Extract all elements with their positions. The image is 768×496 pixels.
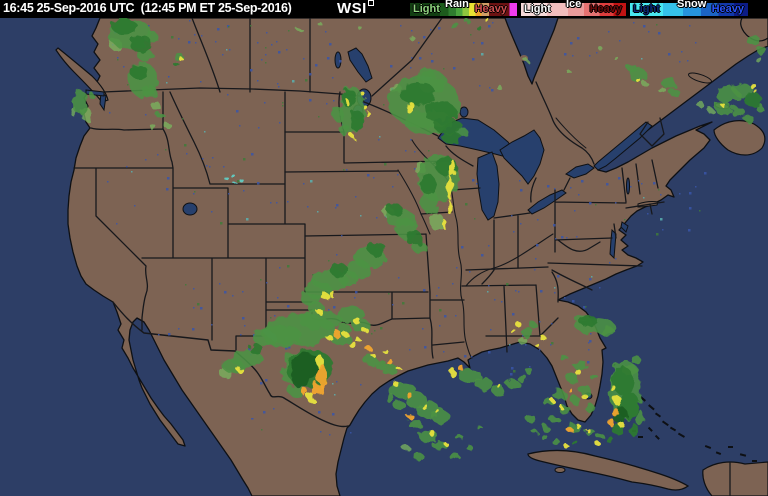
bahamas-islands [632,396,757,462]
radar-map [0,18,768,496]
nova-scotia [713,120,766,156]
lake-huron [499,129,545,185]
lake-winnipeg [347,47,373,83]
cuba [527,449,690,491]
isle-of-youth [554,467,566,473]
wsi-logo: WSI [337,0,374,17]
legend-ice-light-label: Light [524,3,551,15]
state-borders-south [461,239,643,353]
delaware-bay [620,221,629,233]
header-bar: 16:45 25-Sep-2016 UTC (12:45 PM ET 25-Se… [0,0,768,18]
state-borders-northeast [613,159,665,239]
newfoundland-corner [740,18,768,42]
wsi-logo-square-icon [367,0,374,6]
province-borders [191,18,731,496]
timestamp: 16:45 25-Sep-2016 UTC (12:45 PM ET 25-Se… [3,1,292,15]
lake-nipigon [459,106,469,118]
st-lawrence-river [593,121,653,171]
legend-snow-heavy-label: Heavy [711,3,744,15]
lake-erie [527,189,567,215]
legend-ice-title: Ice [566,0,582,10]
radar-echo-layer [71,18,766,460]
missouri-river [397,169,431,235]
map-canvas [0,18,768,496]
great-salt-lake [182,202,198,216]
legend-ice-scale: Light Heavy [521,3,626,16]
anticosti-island [688,72,712,84]
legend-rain-title: Rain [445,0,469,10]
ottawa-river [555,117,587,149]
legend-ice-heavy-label: Heavy [589,3,622,15]
lake-champlain [626,177,630,195]
maine-border [639,117,665,147]
legend-snow-title: Snow [677,0,707,10]
lake-ontario [565,163,595,179]
legend-snow-light-label: Light [633,3,660,15]
us-mexico-border [112,301,349,428]
legend-rain-scale: Light Heavy [410,3,517,16]
hispaniola [702,461,768,496]
legend-snow-scale: Light Heavy [630,3,748,16]
legend-rain-light-label: Light [413,3,440,15]
state-borders-west [73,91,306,341]
legend-rain-heavy-label: Heavy [474,3,507,15]
lake-michigan [476,151,500,221]
